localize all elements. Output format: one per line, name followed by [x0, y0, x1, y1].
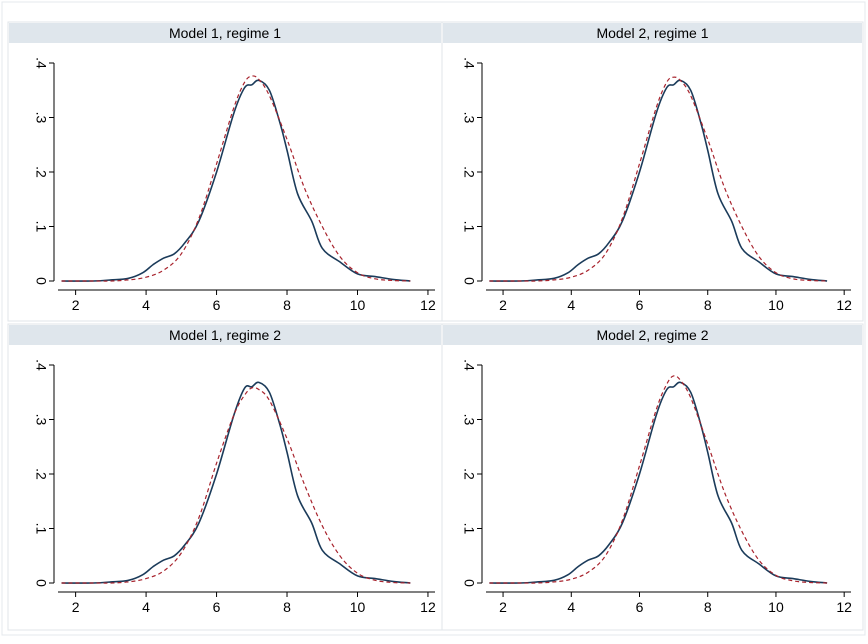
y-tick-label: .1 [461, 523, 477, 535]
panel-title-bar [9, 23, 441, 43]
y-tick-label: .4 [33, 359, 49, 371]
x-tick-label: 10 [350, 297, 366, 313]
y-tick-label: .4 [461, 57, 477, 69]
x-tick-label: 6 [636, 297, 644, 313]
x-tick-label: 10 [350, 599, 366, 615]
x-tick-label: 8 [704, 599, 712, 615]
x-tick-label: 12 [420, 297, 436, 313]
x-tick-label: 8 [283, 297, 291, 313]
series-solid-line [489, 381, 828, 584]
panel-title-bar [443, 23, 862, 43]
y-tick-label: .4 [33, 57, 49, 69]
y-tick-label: .2 [461, 166, 477, 178]
y-tick-label: 0 [461, 277, 477, 285]
panel-title: Model 1, regime 1 [169, 25, 281, 41]
y-tick-label: 0 [33, 277, 49, 285]
x-tick-label: 10 [768, 297, 784, 313]
x-tick-label: 2 [72, 297, 80, 313]
y-tick-label: .3 [33, 414, 49, 426]
x-tick-label: 4 [142, 599, 150, 615]
panel-border [441, 323, 864, 631]
y-tick-label: .3 [461, 112, 477, 124]
y-tick-label: .3 [461, 414, 477, 426]
y-tick-label: .2 [33, 468, 49, 480]
x-tick-label: 4 [567, 297, 575, 313]
x-tick-label: 2 [72, 599, 80, 615]
panel-title-bar [443, 325, 862, 345]
series-dashed-line [61, 75, 411, 282]
x-tick-label: 12 [420, 599, 436, 615]
series-solid-line [61, 381, 411, 584]
y-tick-label: .1 [461, 221, 477, 233]
y-tick-label: .2 [33, 166, 49, 178]
y-tick-label: .2 [461, 468, 477, 480]
series-dashed-line [489, 76, 828, 282]
panel-title-bar [9, 325, 441, 345]
y-tick-label: 0 [33, 579, 49, 587]
x-tick-label: 8 [283, 599, 291, 615]
series-dashed-line [489, 375, 828, 584]
x-tick-label: 10 [768, 599, 784, 615]
x-tick-label: 4 [567, 599, 575, 615]
y-tick-label: .3 [33, 112, 49, 124]
panel-2: Model 2, regime 1 0 .1 .2 .3 .4 2 4 6 8 10 12 [441, 21, 864, 322]
panel-title: Model 2, regime 1 [596, 25, 708, 41]
panel-1: Model 1, regime 1 0 .1 .2 .3 .4 2 4 6 8 10 12 [7, 21, 443, 322]
y-tick-label: .4 [461, 359, 477, 371]
x-tick-label: 8 [704, 297, 712, 313]
x-tick-label: 6 [213, 599, 221, 615]
panel-title: Model 2, regime 2 [596, 327, 708, 343]
y-tick-label: .1 [33, 523, 49, 535]
y-tick-label: .1 [33, 221, 49, 233]
panel-4: Model 2, regime 2 0 .1 .2 .3 .4 2 4 6 8 10 12 [441, 323, 864, 631]
panel-border [441, 21, 864, 322]
panel-3: Model 1, regime 2 0 .1 .2 .3 .4 2 4 6 8 10 12 [7, 323, 443, 631]
x-tick-label: 2 [499, 297, 507, 313]
x-tick-label: 12 [836, 599, 852, 615]
panel-title: Model 1, regime 2 [169, 327, 281, 343]
x-tick-label: 6 [213, 297, 221, 313]
x-tick-label: 2 [499, 599, 507, 615]
series-solid-line [489, 79, 828, 282]
x-tick-label: 12 [836, 297, 852, 313]
x-tick-label: 4 [142, 297, 150, 313]
x-tick-label: 6 [636, 599, 644, 615]
series-solid-line [61, 79, 411, 282]
y-tick-label: 0 [461, 579, 477, 587]
